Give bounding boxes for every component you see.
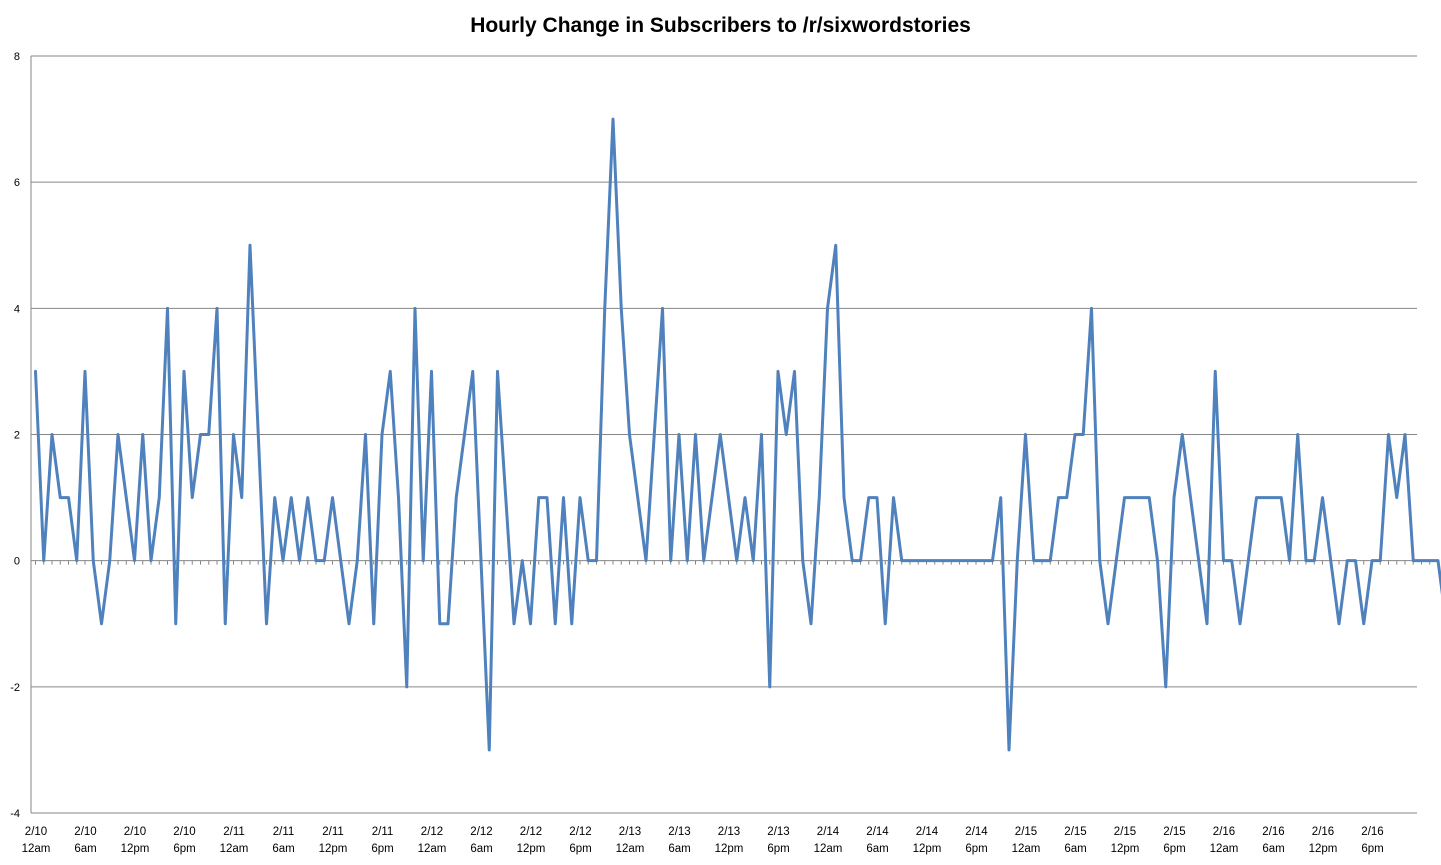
x-tick-label-date: 2/16 [1312, 826, 1334, 838]
x-tick-label-time: 6pm [767, 843, 789, 855]
y-tick-label: 2 [14, 430, 20, 442]
x-tick-label-time: 6pm [371, 843, 393, 855]
y-tick-label: -2 [10, 682, 20, 694]
x-tick-label-date: 2/12 [470, 826, 492, 838]
x-tick-label-time: 6pm [1163, 843, 1185, 855]
x-tick-label-date: 2/13 [718, 826, 740, 838]
x-tick-label-date: 2/10 [74, 826, 96, 838]
x-tick-label-date: 2/15 [1114, 826, 1136, 838]
y-tick-label: 0 [14, 556, 20, 568]
y-tick-label: -4 [10, 808, 20, 820]
x-tick-label-time: 6am [1064, 843, 1086, 855]
x-tick-label-date: 2/10 [25, 826, 47, 838]
x-tick-label-time: 6pm [1361, 843, 1383, 855]
x-tick-label-date: 2/14 [866, 826, 889, 838]
x-tick-label-date: 2/15 [1064, 826, 1086, 838]
x-tick-label-date: 2/13 [619, 826, 641, 838]
x-tick-label-date: 2/11 [322, 826, 344, 838]
x-tick-label-time: 6am [272, 843, 294, 855]
x-tick-label-date: 2/10 [124, 826, 146, 838]
x-tick-label-date: 2/10 [173, 826, 195, 838]
x-tick-label-date: 2/13 [767, 826, 789, 838]
x-tick-label-time: 12am [22, 843, 51, 855]
x-tick-label-time: 12pm [319, 843, 348, 855]
x-tick-label-time: 12am [814, 843, 843, 855]
x-tick-label-date: 2/14 [817, 826, 840, 838]
series-line [34, 117, 1441, 752]
y-tick-label: 4 [14, 303, 20, 315]
x-tick-label-date: 2/15 [1163, 826, 1185, 838]
y-tick-label: 8 [14, 51, 20, 63]
x-tick-label-time: 12pm [517, 843, 546, 855]
x-tick-label-time: 12am [1012, 843, 1041, 855]
x-tick-label-date: 2/15 [1015, 826, 1037, 838]
x-tick-label-date: 2/16 [1262, 826, 1284, 838]
x-tick-label-date: 2/14 [965, 826, 988, 838]
x-tick-label-date: 2/12 [569, 826, 591, 838]
x-tick-label-time: 12pm [715, 843, 744, 855]
x-tick-label-time: 12am [1210, 843, 1239, 855]
x-tick-label-date: 2/11 [273, 826, 295, 838]
x-tick-label-date: 2/11 [223, 826, 245, 838]
x-tick-label-time: 6pm [965, 843, 987, 855]
x-tick-label-time: 12pm [1111, 843, 1140, 855]
x-tick-label-date: 2/16 [1361, 826, 1383, 838]
y-tick-label: 6 [14, 177, 20, 189]
x-tick-label-time: 12pm [121, 843, 150, 855]
x-tick-label-date: 2/12 [520, 826, 542, 838]
x-tick-label-time: 6am [74, 843, 96, 855]
x-tick-label-time: 12pm [1309, 843, 1338, 855]
x-tick-label-time: 6am [1262, 843, 1284, 855]
x-tick-label-date: 2/11 [372, 826, 394, 838]
x-tick-label-time: 6am [668, 843, 690, 855]
x-tick-label-time: 12pm [913, 843, 942, 855]
x-tick-label-time: 12am [616, 843, 645, 855]
x-tick-label-date: 2/13 [668, 826, 690, 838]
x-tick-label-time: 6am [470, 843, 492, 855]
x-tick-label-time: 12am [220, 843, 249, 855]
x-tick-label-time: 6am [866, 843, 888, 855]
x-tick-label-date: 2/12 [421, 826, 443, 838]
x-tick-label-time: 6pm [569, 843, 591, 855]
x-tick-label-time: 6pm [173, 843, 195, 855]
x-tick-label-date: 2/14 [916, 826, 939, 838]
chart-title: Hourly Change in Subscribers to /r/sixwo… [470, 14, 971, 37]
x-tick-label-date: 2/16 [1213, 826, 1235, 838]
x-tick-label-time: 12am [418, 843, 447, 855]
